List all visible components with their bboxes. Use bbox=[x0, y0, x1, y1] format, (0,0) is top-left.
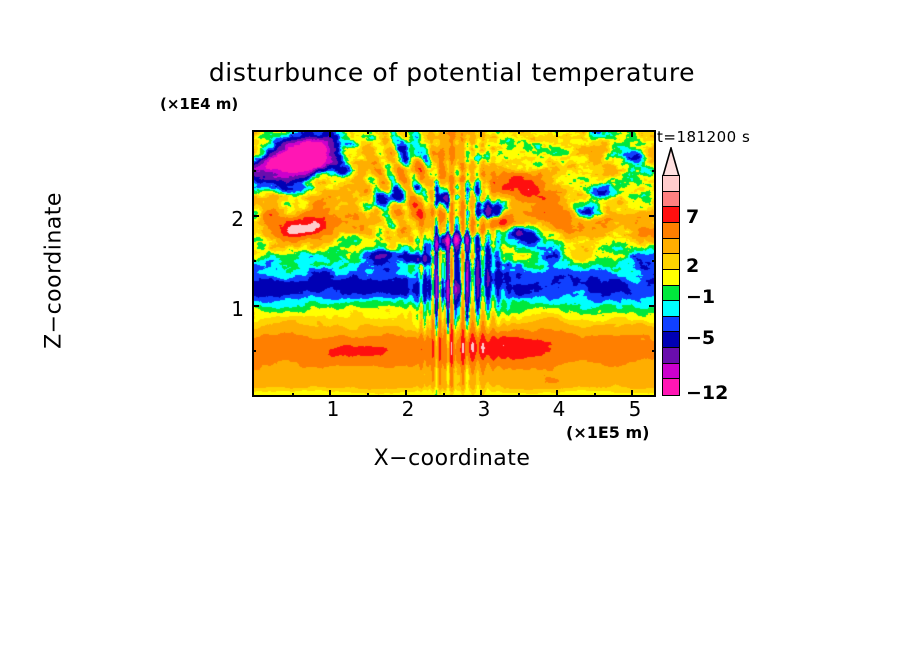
axis-tick bbox=[652, 259, 654, 262]
colorbar-band bbox=[662, 253, 680, 271]
x-tick-label: 4 bbox=[552, 397, 566, 421]
axis-tick bbox=[442, 393, 445, 395]
colorbar-band bbox=[662, 221, 680, 240]
axis-tick bbox=[329, 390, 332, 395]
colorbar-band bbox=[662, 347, 680, 365]
axis-tick bbox=[291, 393, 294, 395]
colorbar bbox=[662, 175, 680, 396]
y-tick-label: 1 bbox=[231, 297, 244, 321]
colorbar-band bbox=[662, 284, 680, 302]
colorbar-band bbox=[662, 300, 680, 318]
axis-tick bbox=[480, 132, 483, 137]
axis-tick bbox=[442, 132, 445, 134]
x-tick-label: 3 bbox=[477, 397, 491, 421]
axis-tick bbox=[254, 304, 259, 307]
axis-tick bbox=[555, 390, 558, 395]
colorbar-tick-label: 7 bbox=[686, 206, 700, 228]
colorbar-tick-label: −5 bbox=[686, 327, 716, 349]
colorbar-band bbox=[662, 362, 680, 380]
colorbar-band bbox=[662, 175, 680, 193]
axis-tick bbox=[631, 390, 634, 395]
page-title: disturbunce of potential temperature bbox=[208, 58, 696, 87]
colorbar-tick-label: 2 bbox=[686, 255, 700, 277]
axis-tick bbox=[329, 132, 332, 137]
axis-tick bbox=[291, 132, 294, 134]
axis-tick bbox=[254, 349, 256, 352]
axis-tick bbox=[652, 169, 654, 172]
x-tick-label: 5 bbox=[628, 397, 642, 421]
x-tick-label: 2 bbox=[401, 397, 415, 421]
y-axis-unit-label: (×1E4 m) bbox=[160, 95, 239, 113]
axis-tick bbox=[652, 349, 654, 352]
colorbar-arrow-icon bbox=[662, 147, 680, 177]
y-axis-title: Z−coordinate bbox=[41, 192, 67, 349]
colorbar-band bbox=[662, 190, 680, 208]
colorbar-band bbox=[662, 378, 680, 396]
y-tick-label: 2 bbox=[231, 207, 244, 231]
axis-tick bbox=[367, 132, 370, 134]
axis-tick bbox=[404, 132, 407, 137]
colorbar-band bbox=[662, 237, 680, 255]
x-axis-title: X−coordinate bbox=[373, 446, 531, 471]
colorbar-band bbox=[662, 331, 680, 349]
time-annotation: t=181200 s bbox=[657, 128, 751, 146]
colorbar-tick-label: −12 bbox=[686, 382, 729, 404]
x-tick-label: 1 bbox=[326, 397, 340, 421]
axis-tick bbox=[518, 132, 521, 134]
axis-tick bbox=[593, 132, 596, 134]
plot-area bbox=[252, 130, 656, 397]
axis-tick bbox=[254, 169, 256, 172]
colorbar-band bbox=[662, 315, 680, 334]
colorbar-band bbox=[662, 206, 680, 224]
axis-tick bbox=[649, 214, 654, 217]
axis-tick bbox=[480, 390, 483, 395]
contour-field bbox=[254, 132, 654, 395]
axis-tick bbox=[367, 393, 370, 395]
axis-tick bbox=[631, 132, 634, 137]
axis-tick bbox=[593, 393, 596, 395]
axis-tick bbox=[254, 214, 259, 217]
x-axis-unit-label: (×1E5 m) bbox=[566, 423, 650, 442]
axis-tick bbox=[254, 259, 256, 262]
colorbar-tick-label: −1 bbox=[686, 286, 716, 308]
axis-tick bbox=[518, 393, 521, 395]
colorbar-band bbox=[662, 268, 680, 287]
axis-tick bbox=[555, 132, 558, 137]
axis-tick bbox=[404, 390, 407, 395]
axis-tick bbox=[649, 304, 654, 307]
